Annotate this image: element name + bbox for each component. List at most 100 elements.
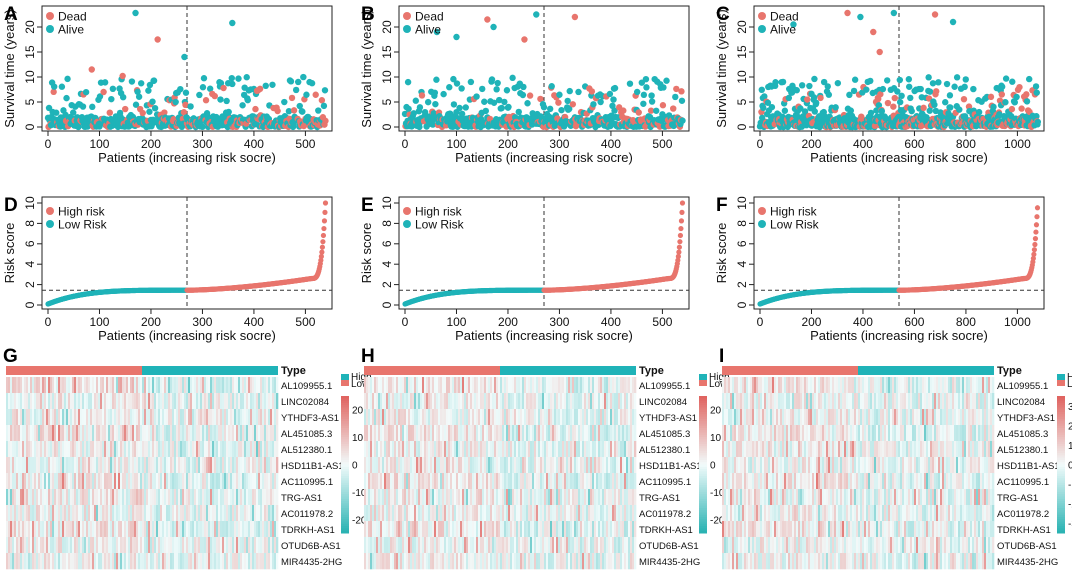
heatmap-cell — [174, 441, 176, 457]
heatmap-cell — [252, 377, 254, 393]
y-tick-label: 15 — [23, 45, 37, 59]
scatter-point — [274, 108, 280, 114]
heatmap-cell — [172, 441, 174, 457]
heatmap-cell — [10, 457, 12, 473]
heatmap-cell — [170, 409, 172, 425]
scatter-point — [825, 83, 831, 89]
heatmap-cell — [170, 473, 172, 489]
heatmap-cell — [80, 473, 82, 489]
heatmap-cell — [126, 409, 128, 425]
heatmap-cell — [58, 473, 60, 489]
heatmap-cell — [98, 425, 100, 441]
heatmap-cell — [258, 393, 260, 409]
scatter-point — [663, 78, 669, 84]
x-axis-label: Patients (increasing risk socre) — [98, 328, 276, 343]
heatmap-cell — [202, 393, 204, 409]
heatmap-cell — [96, 457, 98, 473]
heatmap-cell — [232, 505, 234, 521]
heatmap-cell — [100, 457, 102, 473]
scatter-point — [451, 101, 457, 107]
heatmap-cell — [262, 441, 264, 457]
heatmap-cell — [260, 489, 262, 505]
curve-point — [323, 200, 328, 205]
heatmap-cell — [150, 441, 152, 457]
heatmap-cell — [170, 457, 172, 473]
heatmap-cell — [224, 425, 226, 441]
heatmap-cell — [30, 473, 32, 489]
heatmap-cell — [168, 377, 170, 393]
heatmap-cell — [242, 441, 244, 457]
heatmap-cell — [98, 377, 100, 393]
heatmap-cell — [114, 409, 116, 425]
heatmap-cell — [168, 425, 170, 441]
heatmap-cell — [116, 505, 118, 521]
heatmap-cell — [156, 409, 158, 425]
scatter-point — [183, 90, 189, 96]
heatmap-cell — [222, 409, 224, 425]
heatmap-cell — [120, 441, 122, 457]
heatmap-cell — [82, 425, 84, 441]
heatmap-cell — [104, 441, 106, 457]
heatmap-cell — [44, 505, 46, 521]
heatmap-cell — [168, 473, 170, 489]
heatmap-cell — [154, 441, 156, 457]
heatmap-cell — [256, 505, 258, 521]
heatmap-cell — [10, 377, 12, 393]
heatmap-cell — [222, 441, 224, 457]
scatter-point — [672, 94, 678, 100]
heatmap-cell — [226, 393, 228, 409]
heatmap-cell — [102, 441, 104, 457]
x-tick-label: 500 — [295, 315, 315, 329]
heatmap-cell — [50, 377, 52, 393]
heatmap-cell — [128, 425, 130, 441]
heatmap-cell — [76, 425, 78, 441]
x-tick-label: 0 — [757, 137, 764, 151]
heatmap-cell — [36, 489, 38, 505]
heatmap-cell — [150, 489, 152, 505]
scatter-point — [433, 77, 439, 83]
heatmap-cell — [266, 489, 268, 505]
heatmap-cell — [230, 377, 232, 393]
heatmap-cell — [40, 393, 42, 409]
heatmap-cell — [106, 441, 108, 457]
scatter-point — [794, 87, 800, 93]
heatmap-cell — [154, 505, 156, 521]
heatmap-cell — [98, 489, 100, 505]
heatmap-cell — [110, 425, 112, 441]
heatmap-cell — [84, 521, 86, 537]
heatmap-cell — [24, 377, 26, 393]
heatmap-cell — [274, 393, 276, 409]
heatmap-cell — [36, 473, 38, 489]
heatmap-cell — [226, 473, 228, 489]
heatmap-cell — [188, 457, 190, 473]
scatter-point — [947, 104, 953, 110]
heatmap-cell — [254, 489, 256, 505]
heatmap-cell — [188, 409, 190, 425]
heatmap-cell — [114, 441, 116, 457]
heatmap-cell — [98, 473, 100, 489]
heatmap-cell — [10, 505, 12, 521]
y-tick-label: 2 — [380, 281, 394, 288]
curve-point — [1034, 214, 1039, 219]
heatmap-cell — [62, 393, 64, 409]
heatmap-cell — [200, 441, 202, 457]
heatmap-cell — [78, 473, 80, 489]
heatmap-cell — [146, 473, 148, 489]
heatmap-cell — [84, 409, 86, 425]
y-tick-label: 0 — [380, 123, 394, 130]
heatmap-cell — [180, 393, 182, 409]
heatmap-cell — [80, 521, 82, 537]
heatmap-cell — [46, 521, 48, 537]
heatmap-cell — [220, 377, 222, 393]
heatmap-cell — [270, 489, 272, 505]
heatmap-cell — [144, 409, 146, 425]
heatmap-cell — [12, 521, 14, 537]
heatmap-cell — [266, 425, 268, 441]
heatmap-cell — [74, 441, 76, 457]
heatmap-cell — [218, 377, 220, 393]
heatmap-cell — [230, 489, 232, 505]
scatter-point — [907, 95, 913, 101]
heatmap-cell — [134, 489, 136, 505]
scatter-point — [203, 97, 209, 103]
